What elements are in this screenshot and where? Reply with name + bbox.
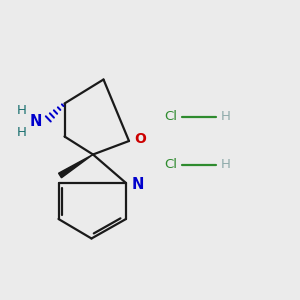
Polygon shape [58, 154, 93, 178]
Text: O: O [134, 132, 146, 145]
Text: Cl: Cl [164, 158, 177, 172]
Text: H: H [17, 125, 27, 139]
Text: H: H [17, 104, 27, 118]
Text: N: N [132, 177, 144, 192]
Text: H: H [220, 110, 230, 124]
Text: Cl: Cl [164, 110, 177, 124]
Text: H: H [220, 158, 230, 172]
Text: N: N [30, 114, 42, 129]
